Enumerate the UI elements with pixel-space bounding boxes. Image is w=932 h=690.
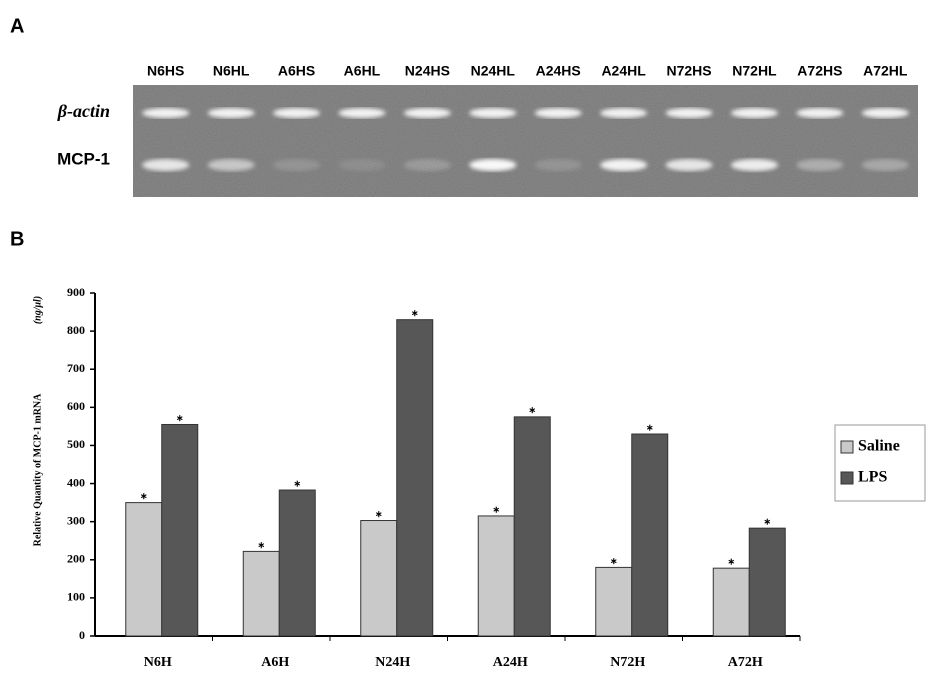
bar [514, 417, 550, 636]
asterisk: ∗ [257, 540, 265, 550]
y-tick-label: 900 [67, 285, 85, 299]
asterisk: ∗ [610, 556, 618, 566]
band [208, 159, 255, 171]
band [600, 159, 647, 171]
band [862, 108, 909, 118]
bar [279, 490, 315, 636]
band [273, 159, 320, 171]
lane-label: N24HL [471, 63, 516, 79]
band [665, 159, 712, 171]
y-tick-label: 200 [67, 552, 85, 566]
band [338, 159, 385, 171]
asterisk: ∗ [176, 413, 184, 423]
band [796, 108, 843, 118]
lane-label: A24HS [536, 63, 581, 79]
y-tick-label: 500 [67, 437, 85, 451]
figure: A β-actin MCP-1 B N6HS N6HL A6HS A6HL N24HS N… [0, 0, 932, 690]
x-tick-label: N24H [375, 655, 410, 670]
asterisk: ∗ [140, 491, 148, 501]
y-label: Relative Quantity of MCP-1 mRNA (ng/μl) [32, 296, 43, 547]
band [535, 159, 582, 171]
band [796, 159, 843, 171]
bar [596, 567, 632, 636]
x-tick-label: A24H [493, 655, 528, 670]
bar [162, 424, 198, 636]
legend-swatch [841, 441, 853, 453]
band [469, 108, 516, 118]
lane-label: A6HL [344, 63, 381, 79]
bar [713, 568, 749, 636]
asterisk: ∗ [375, 509, 383, 519]
band [862, 159, 909, 171]
y-tick-label: 0 [79, 628, 85, 642]
y-tick-label: 300 [67, 513, 85, 527]
lane-label: A72HS [797, 63, 842, 79]
asterisk: ∗ [492, 504, 500, 514]
bar [361, 521, 397, 636]
band [600, 108, 647, 118]
asterisk: ∗ [727, 557, 735, 567]
asterisk: ∗ [411, 308, 419, 318]
bar [126, 503, 162, 636]
lane-label: N72HL [732, 63, 777, 79]
y-tick-label: 800 [67, 323, 85, 337]
y-tick-label: 600 [67, 399, 85, 413]
gel [133, 85, 918, 197]
panel-label: B [10, 228, 24, 250]
y-axis-title: Relative Quantity of MCP-1 mRNA [32, 393, 43, 547]
bar [478, 516, 514, 636]
band [142, 159, 189, 171]
lane-label: N24HS [405, 63, 450, 79]
bar [243, 551, 279, 636]
band [665, 108, 712, 118]
x-tick-label: A72H [728, 655, 763, 670]
y-tick-label: 100 [67, 590, 85, 604]
band [208, 108, 255, 118]
band [273, 108, 320, 118]
band [142, 108, 189, 118]
y-tick-label: 400 [67, 475, 85, 489]
band [535, 108, 582, 118]
legend-box [835, 425, 925, 501]
band [404, 108, 451, 118]
x-tick-label: A6H [261, 655, 289, 670]
panel-label: A [10, 15, 24, 37]
bar [632, 434, 668, 636]
lane-label: A24HL [601, 63, 646, 79]
lane-label: A72HL [863, 63, 908, 79]
y-tick-label: 700 [67, 361, 85, 375]
bar [397, 320, 433, 636]
band [469, 159, 516, 171]
band [404, 159, 451, 171]
legend-label: LPS [858, 469, 887, 486]
lane-label: N6HS [147, 63, 184, 79]
legend-swatch [841, 472, 853, 484]
bar [749, 528, 785, 636]
lane-label: N6HL [213, 63, 250, 79]
lane-label: A6HS [278, 63, 315, 79]
asterisk: ∗ [646, 422, 654, 432]
band [731, 159, 778, 171]
asterisk: ∗ [763, 517, 771, 527]
x-tick-label: N72H [610, 655, 645, 670]
band [338, 108, 385, 118]
band [731, 108, 778, 118]
y-axis-unit: (ng/μl) [32, 296, 43, 324]
legend-label: Saline [858, 438, 900, 455]
row-label: β-actin [57, 101, 110, 121]
row-label: MCP-1 [57, 149, 110, 168]
asterisk: ∗ [528, 405, 536, 415]
x-tick-label: N6H [144, 655, 172, 670]
asterisk: ∗ [293, 478, 301, 488]
lane-label: N72HS [666, 63, 711, 79]
